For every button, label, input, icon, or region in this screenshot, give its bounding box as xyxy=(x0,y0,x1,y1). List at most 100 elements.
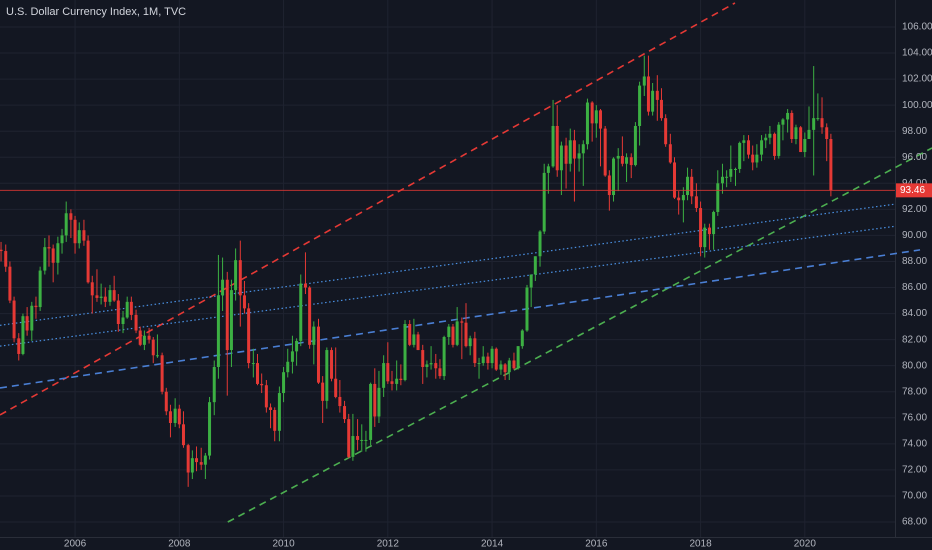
candle-body xyxy=(395,378,399,384)
candle-body xyxy=(403,323,407,381)
candle-body xyxy=(451,326,455,345)
candle-body xyxy=(125,301,129,318)
candle-body xyxy=(155,355,159,357)
candle-body xyxy=(503,364,507,373)
candle-body xyxy=(638,85,642,126)
candle-body xyxy=(99,296,103,298)
candle-body xyxy=(382,363,386,388)
candle-body xyxy=(343,406,347,420)
candle-body xyxy=(30,305,34,331)
candle-body xyxy=(164,391,168,412)
candle-body xyxy=(707,227,711,235)
candle-body xyxy=(629,157,633,166)
candle-body xyxy=(356,436,360,440)
candle-body xyxy=(447,326,451,338)
candle-body xyxy=(551,125,555,167)
y-tick-label: 92.00 xyxy=(902,204,927,215)
candle-body xyxy=(177,408,181,425)
candle-body xyxy=(338,396,342,407)
candle-body xyxy=(799,127,803,153)
candle-body xyxy=(460,321,464,323)
candle-body xyxy=(455,321,459,345)
candle-body xyxy=(725,176,729,178)
x-tick-label: 2020 xyxy=(794,539,817,550)
trend-line xyxy=(0,225,896,347)
candle-body xyxy=(646,76,650,112)
candle-body xyxy=(151,339,155,356)
candle-body xyxy=(729,168,733,177)
candle-body xyxy=(742,140,746,143)
candle-body xyxy=(351,436,355,457)
candle-body xyxy=(686,176,690,196)
candle-body xyxy=(568,140,572,164)
y-tick-label: 82.00 xyxy=(902,334,927,345)
candle-body xyxy=(603,128,607,176)
candle-body xyxy=(664,118,668,145)
y-tick-label: 70.00 xyxy=(902,491,927,502)
y-tick-label: 78.00 xyxy=(902,386,927,397)
candle-body xyxy=(77,230,81,244)
candle-body xyxy=(21,316,25,354)
candle-body xyxy=(486,356,490,364)
candle-body xyxy=(616,155,620,159)
candle-body xyxy=(764,137,768,141)
candle-body xyxy=(108,290,112,302)
candle-body xyxy=(277,393,281,431)
candle-body xyxy=(803,139,807,153)
candle-body xyxy=(747,140,751,155)
candle-body xyxy=(112,290,116,301)
candle-body xyxy=(399,378,403,381)
candle-body xyxy=(8,266,12,301)
candles xyxy=(0,55,833,487)
candle-body xyxy=(364,439,368,441)
y-tick-label: 80.00 xyxy=(902,360,927,371)
trend-line xyxy=(0,2,736,416)
candle-body xyxy=(807,129,811,140)
candle-body xyxy=(507,360,511,373)
candle-body xyxy=(56,243,60,263)
candle-body xyxy=(190,458,194,473)
y-tick-label: 96.00 xyxy=(902,152,927,163)
candle-body xyxy=(755,154,759,163)
candle-body xyxy=(468,338,472,347)
candle-body xyxy=(416,334,420,351)
y-tick-label: 76.00 xyxy=(902,412,927,423)
candle-body xyxy=(256,363,260,384)
candle-body xyxy=(369,383,373,440)
candle-body xyxy=(781,119,785,125)
candle-body xyxy=(408,323,412,345)
candle-body xyxy=(138,330,142,345)
chart-title: U.S. Dollar Currency Index, 1M, TVC xyxy=(6,6,186,18)
candle-body xyxy=(295,340,299,352)
trend-line xyxy=(0,203,896,326)
last-price-label: 93.46 xyxy=(900,185,925,196)
candle-body xyxy=(347,419,351,457)
candle-body xyxy=(316,326,320,383)
candle-body xyxy=(425,364,429,367)
candle-body xyxy=(147,335,151,340)
candle-body xyxy=(525,287,529,331)
y-tick-label: 100.00 xyxy=(902,100,932,111)
candle-body xyxy=(790,112,794,140)
candle-body xyxy=(34,305,38,308)
candle-body xyxy=(90,282,94,296)
x-tick-label: 2016 xyxy=(585,539,608,550)
candle-body xyxy=(816,118,820,120)
candle-body xyxy=(299,283,303,341)
x-tick-label: 2008 xyxy=(168,539,191,550)
candle-body xyxy=(585,102,589,145)
candle-body xyxy=(51,248,55,263)
candle-body xyxy=(720,176,724,184)
y-tick-label: 104.00 xyxy=(902,48,932,59)
candle-body xyxy=(4,251,8,267)
candle-body xyxy=(373,383,377,417)
candle-body xyxy=(386,363,390,382)
drawings xyxy=(0,2,932,523)
candle-body xyxy=(186,445,190,473)
candle-body xyxy=(538,231,542,257)
y-tick-label: 74.00 xyxy=(902,438,927,449)
candle-body xyxy=(581,144,585,154)
candle-body xyxy=(330,350,334,379)
candle-body xyxy=(512,360,516,369)
candle-body xyxy=(598,110,602,129)
